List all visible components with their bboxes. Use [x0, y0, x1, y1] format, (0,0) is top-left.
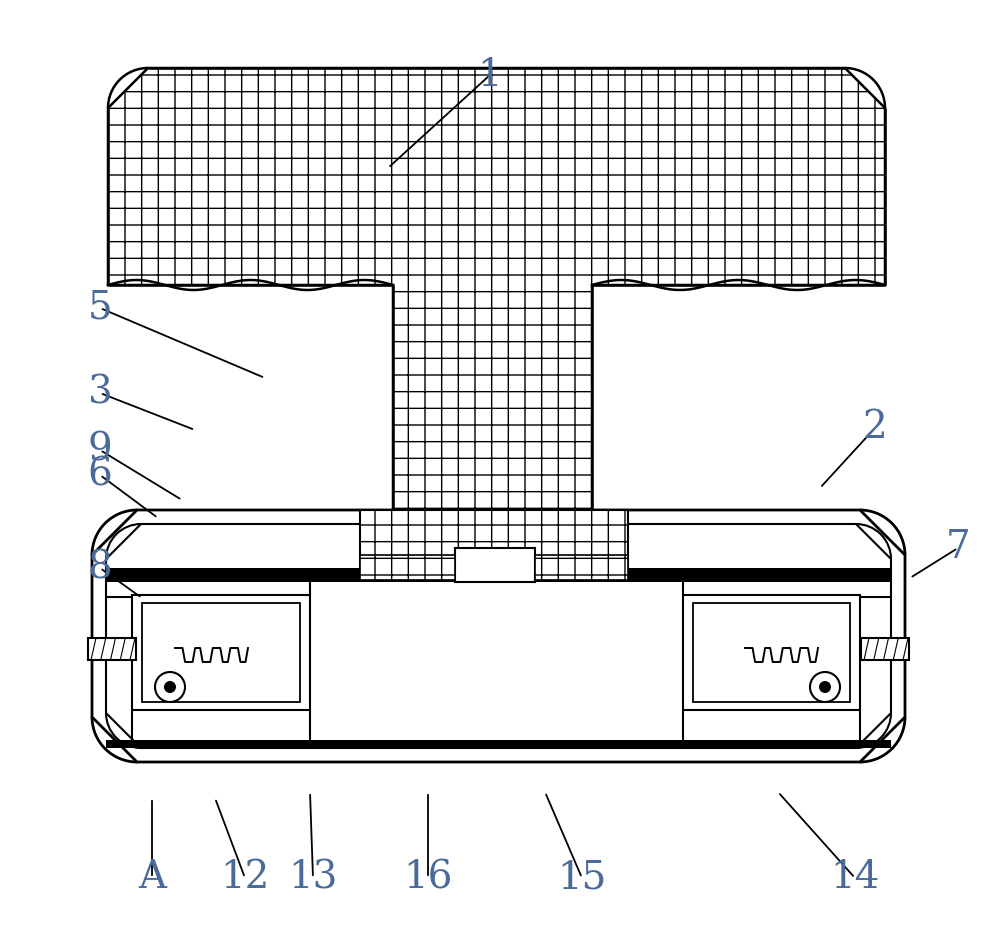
Bar: [106, 568, 891, 582]
Bar: [535, 555, 628, 580]
Text: 5: 5: [88, 289, 112, 327]
Bar: [683, 595, 860, 710]
Text: 15: 15: [557, 860, 607, 897]
Text: 7: 7: [946, 529, 970, 566]
Bar: [455, 548, 535, 582]
Polygon shape: [108, 68, 885, 510]
Text: 3: 3: [88, 374, 112, 411]
Text: 14: 14: [830, 860, 880, 897]
Bar: [132, 595, 310, 710]
Bar: [88, 638, 136, 660]
Text: 12: 12: [220, 860, 270, 897]
Text: 8: 8: [88, 549, 112, 586]
Text: 2: 2: [863, 409, 887, 446]
Text: 1: 1: [478, 56, 502, 93]
Bar: [693, 603, 850, 702]
Bar: [861, 638, 909, 660]
Bar: [106, 740, 891, 748]
Circle shape: [164, 681, 176, 693]
Circle shape: [819, 681, 831, 693]
Bar: [142, 603, 300, 702]
Bar: [360, 555, 455, 580]
Text: 16: 16: [403, 860, 453, 897]
Text: A: A: [138, 860, 166, 897]
Text: 9: 9: [88, 431, 112, 468]
Bar: [360, 510, 628, 568]
Text: 13: 13: [288, 860, 338, 897]
Polygon shape: [92, 510, 905, 762]
Text: 6: 6: [88, 457, 112, 493]
